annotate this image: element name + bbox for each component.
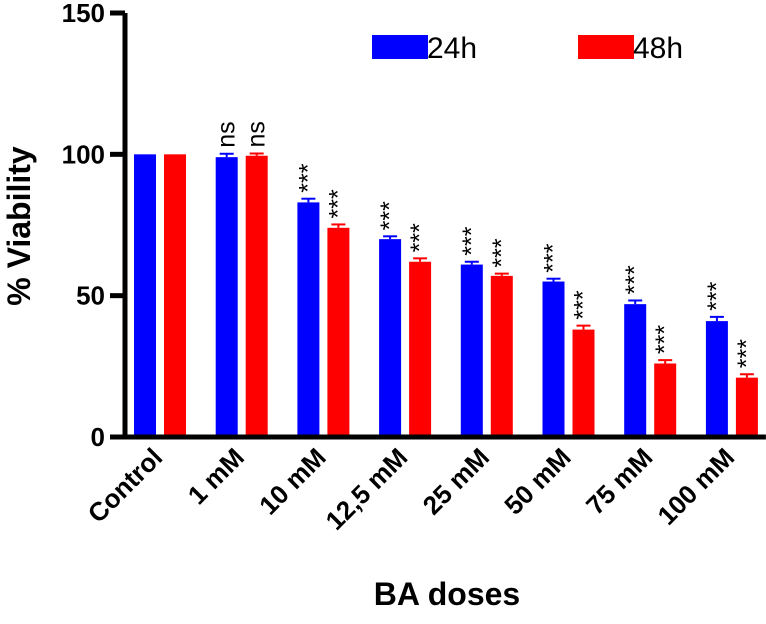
significance-label: ***: [376, 201, 404, 230]
legend-swatch-48h: [578, 35, 634, 59]
significance-label: ***: [540, 243, 568, 272]
x-tick-label: Control: [82, 442, 169, 529]
bar-48h-5: [572, 329, 595, 437]
significance-label: ***: [324, 189, 352, 218]
bar-24h-1: [215, 157, 238, 437]
axes-layer: [110, 10, 766, 440]
y-tick-label: 0: [91, 422, 105, 452]
significance-label: ***: [621, 265, 649, 294]
significance-label: ***: [570, 290, 598, 319]
significance-label: ***: [406, 223, 434, 252]
bar-24h-3: [379, 239, 402, 437]
legend-label-48h: 48h: [633, 32, 683, 65]
x-axis-title: BA doses: [374, 576, 520, 612]
bar-48h-2: [327, 227, 350, 437]
x-tick-label: 50 mM: [498, 442, 576, 520]
y-tick-label: 150: [62, 0, 105, 28]
significance-label: ***: [488, 238, 516, 267]
bar-24h-5: [542, 281, 565, 437]
significance-label: ***: [294, 163, 322, 192]
bar-48h-3: [409, 261, 432, 437]
significance-label: ***: [703, 281, 731, 310]
bar-48h-4: [490, 275, 513, 437]
legend-swatch-24h: [372, 35, 428, 59]
x-tick-label: 10 mM: [253, 442, 331, 520]
legend-label-24h: 24h: [427, 32, 477, 65]
bar-24h-6: [624, 304, 647, 437]
significance-label: ***: [733, 339, 761, 368]
x-tick-label: 1 mM: [182, 442, 250, 510]
x-tick-label: 100 mM: [651, 442, 740, 531]
bar-48h-1: [245, 155, 268, 437]
significance-label: ***: [458, 226, 486, 255]
y-tick-label: 50: [76, 281, 105, 311]
x-tick-label: 25 mM: [417, 442, 495, 520]
bar-48h-6: [654, 363, 677, 437]
significance-label: ***: [651, 325, 679, 354]
bar-24h-2: [297, 202, 320, 437]
legend: 24h 48h: [372, 32, 683, 65]
significance-label: ns: [243, 121, 271, 147]
y-tick-label: 100: [62, 139, 105, 169]
bar-24h-0: [134, 154, 156, 438]
bar-48h-0: [164, 154, 186, 438]
y-axis-title: % Viability: [1, 146, 37, 306]
significance-label: ns: [213, 121, 241, 147]
x-tick-label: 75 mM: [580, 442, 658, 520]
bar-48h-7: [735, 377, 758, 437]
bar-24h-4: [460, 264, 483, 437]
x-tick-label: 12,5 mM: [320, 442, 414, 536]
bars-layer: [134, 152, 758, 438]
bar-24h-7: [705, 321, 728, 437]
